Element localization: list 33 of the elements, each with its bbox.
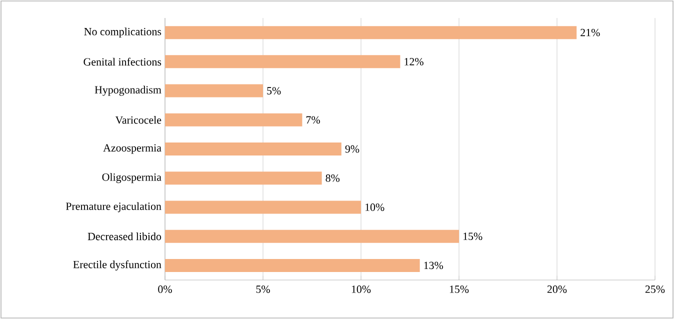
data-label: 5% xyxy=(267,87,281,94)
y-tick-label: Decreased libido xyxy=(88,232,162,240)
x-tick-label: 20% xyxy=(547,286,567,293)
y-tick-label: Hypogonadism xyxy=(94,86,162,96)
data-label: 15% xyxy=(463,232,482,240)
data-label: 9% xyxy=(345,145,360,153)
bar xyxy=(165,26,577,40)
y-tick-label: Azoospermia xyxy=(103,144,162,154)
y-tick-label: Varicocele xyxy=(115,116,162,124)
bar xyxy=(165,258,420,272)
bar xyxy=(165,142,342,156)
x-tick-label: 25% xyxy=(645,286,665,293)
data-label: 21% xyxy=(580,28,600,36)
y-tick-label: Oligospermia xyxy=(102,173,162,184)
data-label: 13% xyxy=(424,262,444,270)
bar xyxy=(165,84,264,98)
x-tick-label: 10% xyxy=(352,286,371,293)
y-tick-label: Premature ejaculation xyxy=(66,202,162,212)
data-label: 12% xyxy=(404,58,424,66)
bar xyxy=(165,200,362,214)
y-tick-label: Erectile dysfunction xyxy=(73,260,162,270)
x-tick-label: 5% xyxy=(256,286,270,293)
data-label: 7% xyxy=(306,116,320,124)
bar xyxy=(165,55,400,68)
y-tick-label: No complications xyxy=(84,28,162,38)
bar xyxy=(165,230,460,243)
bar xyxy=(165,113,302,126)
data-label: 8% xyxy=(326,174,340,182)
y-tick-label: Genital infections xyxy=(84,58,162,66)
bar xyxy=(165,172,322,185)
x-tick-label: 0% xyxy=(158,286,172,293)
x-tick-label: 15% xyxy=(450,286,469,293)
data-label: 10% xyxy=(365,204,384,211)
